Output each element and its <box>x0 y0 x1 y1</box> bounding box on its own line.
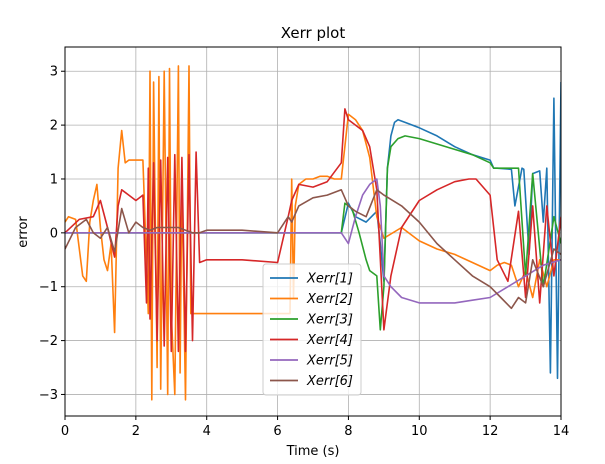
x-tick-label: 4 <box>203 424 211 439</box>
chart-title: Xerr plot <box>281 24 346 42</box>
legend-label: Xerr[4] <box>306 333 353 348</box>
y-tick-label: 1 <box>50 172 58 187</box>
legend-label: Xerr[6] <box>306 374 353 389</box>
series-line-6 <box>65 189 561 310</box>
y-tick-label: 2 <box>50 119 58 134</box>
legend-label: Xerr[2] <box>306 292 353 307</box>
series-lines <box>65 65 561 401</box>
series-line-5 <box>65 178 561 304</box>
x-tick-label: 2 <box>132 424 140 439</box>
legend-box <box>262 263 362 396</box>
x-tick-label: 0 <box>61 424 69 439</box>
legend-label: Xerr[3] <box>306 313 353 328</box>
y-tick-label: −3 <box>39 388 58 403</box>
plot-frame <box>64 46 562 417</box>
x-tick-label: 12 <box>482 424 499 439</box>
x-tick-label: 10 <box>411 424 428 439</box>
x-tick-label: 8 <box>344 424 352 439</box>
y-tick-label: 0 <box>50 226 58 241</box>
y-tick-label: −2 <box>39 334 58 349</box>
x-tick-label: 14 <box>553 424 570 439</box>
legend-label: Xerr[5] <box>306 354 353 369</box>
y-tick-label: −1 <box>39 280 58 295</box>
y-axis-label: error <box>16 216 31 248</box>
x-axis-label: Time (s) <box>286 444 340 459</box>
x-tick-label: 6 <box>273 424 281 439</box>
legend-label: Xerr[1] <box>306 272 353 287</box>
series-line-4 <box>65 108 561 353</box>
series-line-3 <box>65 135 561 331</box>
legend: Xerr[1] Xerr[2] Xerr[3] Xerr[4] Xerr[5] Xerr[… <box>262 263 362 396</box>
y-tick-label: 3 <box>50 65 58 80</box>
